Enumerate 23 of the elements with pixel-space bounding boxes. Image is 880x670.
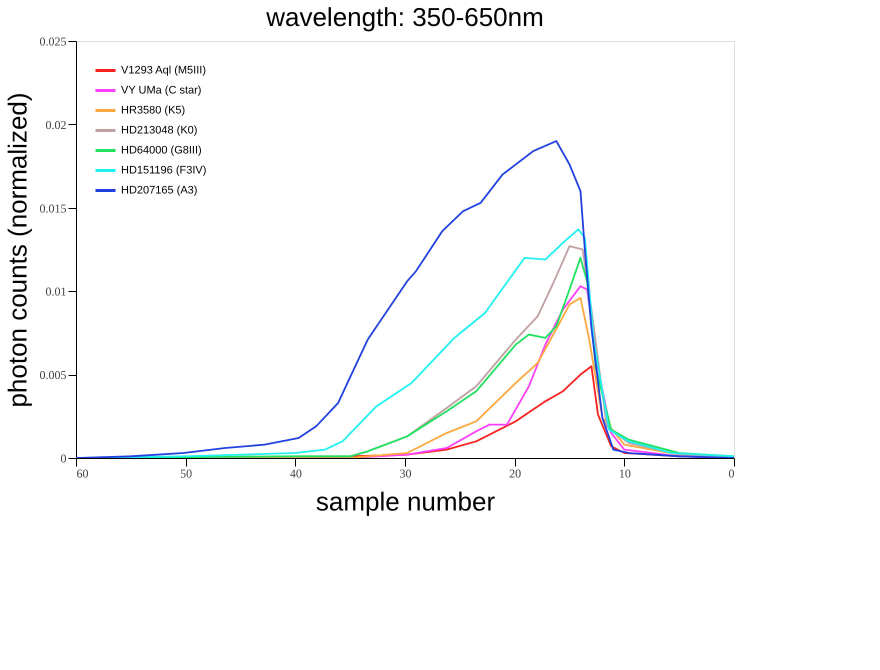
x-tick-label: 20 — [509, 466, 522, 480]
legend-label: HD151196 (F3IV) — [121, 164, 206, 176]
y-tick-label: 0.005 — [40, 368, 66, 382]
x-tick-label: 60 — [76, 466, 88, 480]
y-tick-label: 0.02 — [46, 118, 66, 132]
x-tick-label: 10 — [618, 466, 631, 480]
y-axis-title: photon counts (normalized) — [2, 92, 32, 408]
legend-label: VY UMa (C star) — [121, 84, 202, 96]
legend-label: HR3580 (K5) — [121, 104, 186, 116]
y-tick-label: 0.015 — [40, 201, 66, 216]
x-tick-label: 40 — [290, 466, 302, 480]
x-tick-label: 0 — [728, 466, 734, 480]
x-axis-title: sample number — [316, 486, 496, 516]
x-tick-label: 50 — [180, 466, 192, 480]
y-tick-label: 0.025 — [40, 34, 66, 48]
legend-label: HD213048 (K0) — [121, 124, 198, 136]
x-tick-label: 30 — [400, 466, 412, 480]
legend-label: HD64000 (G8III) — [121, 144, 202, 156]
legend-label: V1293 Aql (M5III) — [121, 64, 206, 76]
y-tick-label: 0.01 — [46, 284, 66, 299]
chart-title: wavelength: 350-650nm — [265, 2, 544, 32]
y-tick-label: 0 — [60, 452, 66, 466]
legend-label: HD207165 (A3) — [121, 184, 198, 196]
